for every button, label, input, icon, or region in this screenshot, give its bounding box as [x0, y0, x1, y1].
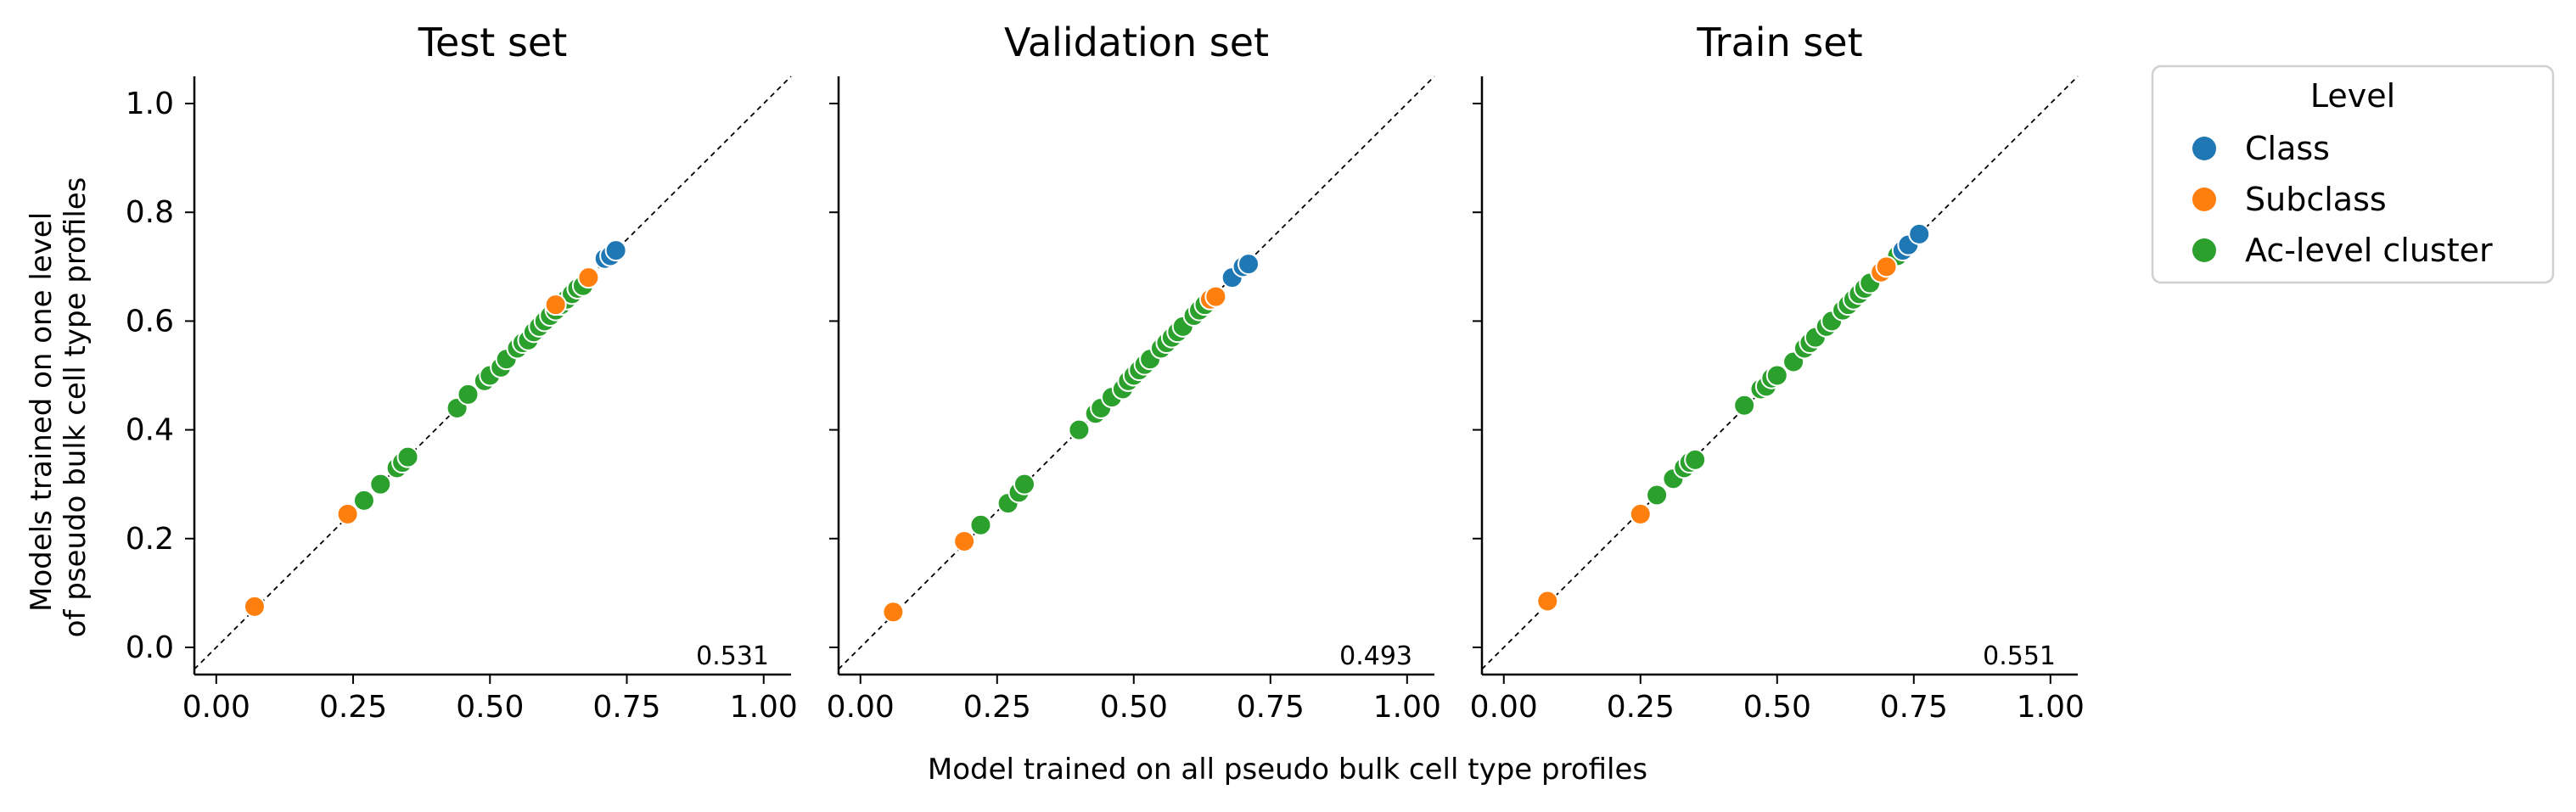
point-ac-level-cluster — [369, 473, 392, 496]
legend-marker — [2192, 188, 2216, 211]
y-tick-label: 0.4 — [126, 413, 174, 448]
point-subclass — [243, 595, 266, 618]
point-subclass — [336, 502, 359, 525]
x-tick-label: 0.50 — [1743, 690, 1811, 725]
panels: Test set 0.00 0.25 0.50 0.75 1.00 0.0 0.2 0.4 0.6… — [126, 20, 2085, 725]
panel-3: Train set 0.00 0.25 0.50 0.75 1.00 0.551 — [1470, 20, 2085, 725]
x-axis-label: Model trained on all pseudo bulk cell ty… — [928, 753, 1647, 787]
panel-corner-value: 0.531 — [696, 641, 769, 671]
y-axis-label-line-1: Models trained on one level — [25, 212, 59, 612]
point-ac-level-cluster — [396, 445, 419, 468]
point-subclass — [953, 529, 976, 552]
x-tick-label: 0.25 — [319, 690, 387, 725]
legend-marker — [2192, 238, 2216, 262]
point-subclass — [544, 294, 567, 316]
points — [1536, 222, 1931, 613]
y-tick-label: 0.0 — [126, 630, 174, 665]
panel-title: Test set — [418, 20, 568, 65]
point-ac-level-cluster — [457, 383, 480, 406]
point-ac-level-cluster — [1684, 448, 1707, 471]
point-subclass — [1629, 502, 1652, 525]
point-class — [604, 239, 627, 262]
points — [243, 239, 627, 618]
x-tick-label: 0.75 — [1237, 690, 1305, 725]
x-tick-label: 0.50 — [1100, 690, 1168, 725]
panel-title: Train set — [1696, 20, 1862, 65]
y-tick-label: 0.6 — [126, 304, 174, 339]
point-class — [1237, 253, 1260, 276]
y-tick-label: 0.8 — [126, 195, 174, 230]
point-subclass — [1536, 590, 1559, 613]
legend: Level Class Subclass Ac-level cluster — [2151, 64, 2555, 284]
point-ac-level-cluster — [1733, 394, 1756, 417]
y-axis-label-line-2: of pseudo bulk cell type profiles — [59, 177, 93, 638]
legend-frame — [2151, 64, 2555, 284]
legend-marker — [2192, 137, 2216, 160]
panel-corner-value: 0.493 — [1339, 641, 1412, 671]
x-tick-label: 0.00 — [827, 690, 895, 725]
x-tick-label: 0.00 — [182, 690, 250, 725]
x-tick-label: 1.00 — [2017, 690, 2085, 725]
x-tick-label: 0.00 — [1470, 690, 1538, 725]
x-tick-label: 0.25 — [963, 690, 1031, 725]
points — [882, 253, 1260, 624]
legend-entry-label: Ac-level cluster — [2245, 232, 2493, 269]
x-tick-label: 0.50 — [456, 690, 524, 725]
panel-2: Validation set 0.00 0.25 0.50 0.75 1.00 0.493 — [827, 20, 1441, 725]
x-tick-label: 1.00 — [1373, 690, 1441, 725]
panel-1: Test set 0.00 0.25 0.50 0.75 1.00 0.0 0.2 0.4 0.6… — [126, 20, 798, 725]
y-tick-label: 1.0 — [126, 87, 174, 121]
point-ac-level-cluster — [1646, 484, 1669, 507]
x-tick-label: 0.75 — [592, 690, 660, 725]
point-ac-level-cluster — [1013, 473, 1035, 496]
x-tick-label: 1.00 — [730, 690, 798, 725]
legend-entry-label: Class — [2245, 130, 2330, 167]
point-subclass — [882, 601, 905, 624]
legend-entry-label: Subclass — [2245, 181, 2387, 218]
legend-title: Level — [2310, 77, 2395, 115]
x-tick-label: 0.25 — [1607, 690, 1675, 725]
point-subclass — [1204, 285, 1227, 308]
point-ac-level-cluster — [969, 513, 992, 536]
panel-corner-value: 0.551 — [1983, 641, 2056, 671]
legend-entries: Class Subclass Ac-level cluster — [2192, 130, 2493, 269]
y-tick-label: 0.2 — [126, 522, 174, 557]
panel-title: Validation set — [1004, 20, 1269, 65]
point-subclass — [1875, 255, 1898, 278]
point-class — [1908, 222, 1931, 245]
point-ac-level-cluster — [1068, 418, 1091, 441]
point-ac-level-cluster — [352, 489, 375, 512]
x-tick-label: 0.75 — [1880, 690, 1948, 725]
point-ac-level-cluster — [1765, 364, 1788, 387]
point-subclass — [577, 266, 600, 289]
y-axis-label: Models trained on one level of pseudo bu… — [25, 177, 93, 638]
